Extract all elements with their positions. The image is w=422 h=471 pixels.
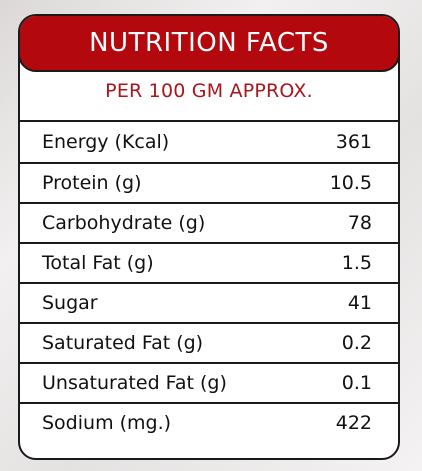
nutrient-label: Energy (Kcal) (42, 131, 170, 153)
nutrient-value: 78 (347, 212, 372, 234)
nutrient-label: Carbohydrate (g) (42, 212, 206, 234)
nutrient-row-sodium: Sodium (mg.) 422 (20, 402, 398, 442)
nutrient-label: Saturated Fat (g) (42, 332, 204, 354)
nutrient-value: 361 (335, 131, 372, 153)
nutrient-row-protein: Protein (g) 10.5 (20, 162, 398, 202)
nutrient-value: 41 (347, 292, 372, 314)
nutrient-value: 10.5 (329, 172, 372, 194)
nutrient-row-unsaturated-fat: Unsaturated Fat (g) 0.1 (20, 362, 398, 402)
nutrient-row-total-fat: Total Fat (g) 1.5 (20, 242, 398, 282)
nutrient-value: 0.2 (341, 332, 372, 354)
nutrient-label: Sugar (42, 292, 98, 314)
nutrient-value: 1.5 (341, 252, 372, 274)
nutrition-facts-card: NUTRITION FACTS PER 100 GM APPROX. Energ… (18, 14, 400, 460)
nutrient-value: 422 (335, 412, 372, 434)
nutrient-row-carbohydrate: Carbohydrate (g) 78 (20, 202, 398, 242)
nutrient-value: 0.1 (341, 372, 372, 394)
nutrient-row-saturated-fat: Saturated Fat (g) 0.2 (20, 322, 398, 362)
nutrient-label: Sodium (mg.) (42, 412, 172, 434)
nutrient-label: Unsaturated Fat (g) (42, 372, 227, 394)
nutrient-row-sugar: Sugar 41 (20, 282, 398, 322)
serving-basis-subtitle: PER 100 GM APPROX. (105, 80, 313, 102)
nutrient-row-energy: Energy (Kcal) 361 (20, 120, 398, 162)
nutrient-label: Protein (g) (42, 172, 142, 194)
nutrient-label: Total Fat (g) (42, 252, 154, 274)
nutrition-title: NUTRITION FACTS (89, 28, 329, 58)
nutrition-header-banner: NUTRITION FACTS (20, 16, 398, 72)
nutrition-table: Energy (Kcal) 361 Protein (g) 10.5 Carbo… (20, 120, 398, 442)
